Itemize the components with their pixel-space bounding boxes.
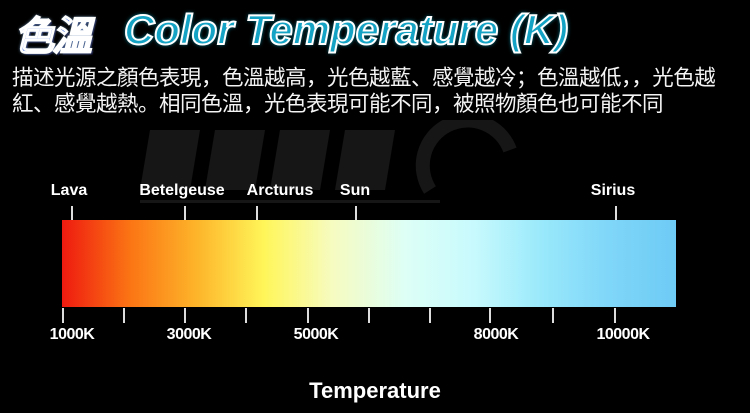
tick-label-8000k: 8000K <box>473 326 519 343</box>
tick-label-5000k: 5000K <box>293 326 339 343</box>
color-temperature-gradient-bar <box>62 220 676 307</box>
reference-pointer-betelgeuse <box>184 206 186 220</box>
tick <box>489 308 491 323</box>
reference-pointer-sirius <box>615 206 617 220</box>
reference-label-lava: Lava <box>50 182 88 199</box>
reference-pointer-sun <box>355 206 357 220</box>
tick <box>368 308 370 323</box>
tick <box>184 308 186 323</box>
tick <box>62 308 64 323</box>
title-chinese: 色溫 <box>13 14 93 60</box>
tick <box>123 308 125 323</box>
title-english: Color Temperature (K) <box>123 5 569 54</box>
axis-label: Temperature <box>309 378 441 403</box>
tick-label-1000k: 1000K <box>49 326 95 343</box>
tick-label-10000k: 10000K <box>596 326 650 343</box>
description: 描述光源之顏色表現，色溫越高，光色越藍、感覺越冷；色溫越低，，光色越紅、感覺越熱… <box>12 66 716 117</box>
tick <box>307 308 309 323</box>
tick-label-3000k: 3000K <box>166 326 212 343</box>
watermark-logo <box>140 120 517 203</box>
reference-pointer-lava <box>71 206 73 220</box>
tick <box>552 308 554 323</box>
reference-pointer-arcturus <box>256 206 258 220</box>
reference-label-sun: Sun <box>339 182 371 199</box>
tick <box>245 308 247 323</box>
reference-label-arcturus: Arcturus <box>246 182 314 199</box>
tick <box>429 308 431 323</box>
reference-label-betelgeuse: Betelgeuse <box>139 182 225 199</box>
tick <box>614 308 616 323</box>
reference-label-sirius: Sirius <box>590 182 636 199</box>
